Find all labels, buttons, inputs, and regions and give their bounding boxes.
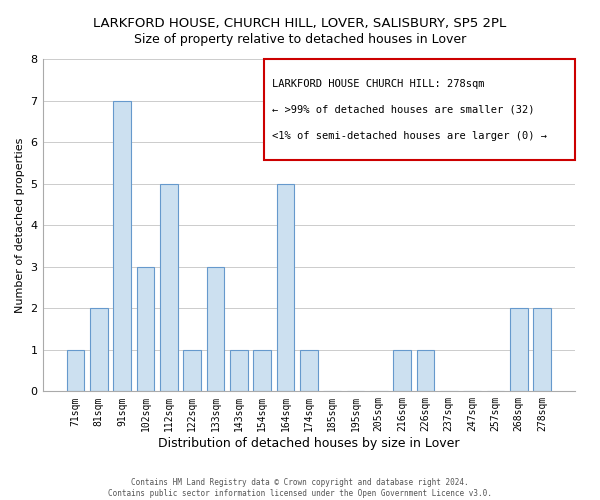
Text: <1% of semi-detached houses are larger (0) →: <1% of semi-detached houses are larger (… [272, 130, 547, 140]
Bar [207, 266, 224, 392]
Y-axis label: Number of detached properties: Number of detached properties [15, 138, 25, 313]
Text: ← >99% of detached houses are smaller (32): ← >99% of detached houses are smaller (3… [272, 104, 534, 115]
Bar [394, 350, 411, 392]
Bar [67, 350, 84, 392]
Bar [277, 184, 294, 392]
Bar [90, 308, 107, 392]
Bar [300, 350, 317, 392]
Bar [510, 308, 527, 392]
Bar [137, 266, 154, 392]
Bar [416, 350, 434, 392]
X-axis label: Distribution of detached houses by size in Lover: Distribution of detached houses by size … [158, 437, 460, 450]
Text: LARKFORD HOUSE, CHURCH HILL, LOVER, SALISBURY, SP5 2PL: LARKFORD HOUSE, CHURCH HILL, LOVER, SALI… [94, 18, 506, 30]
Text: Size of property relative to detached houses in Lover: Size of property relative to detached ho… [134, 32, 466, 46]
Text: LARKFORD HOUSE CHURCH HILL: 278sqm: LARKFORD HOUSE CHURCH HILL: 278sqm [272, 78, 484, 88]
Bar [113, 100, 131, 392]
Bar [184, 350, 201, 392]
FancyBboxPatch shape [263, 59, 575, 160]
Bar [230, 350, 248, 392]
Bar [533, 308, 551, 392]
Bar [253, 350, 271, 392]
Text: Contains HM Land Registry data © Crown copyright and database right 2024.
Contai: Contains HM Land Registry data © Crown c… [108, 478, 492, 498]
Bar [160, 184, 178, 392]
